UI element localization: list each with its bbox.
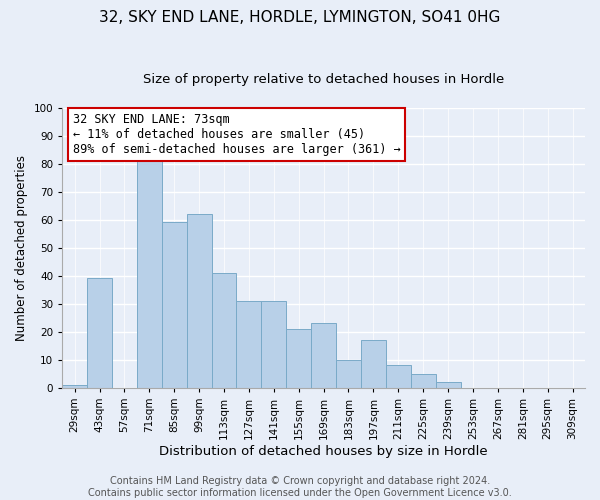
Bar bbox=[187, 214, 212, 388]
Bar bbox=[286, 329, 311, 388]
Bar bbox=[386, 366, 411, 388]
Bar bbox=[411, 374, 436, 388]
Bar bbox=[212, 273, 236, 388]
Bar bbox=[311, 324, 336, 388]
Text: Contains HM Land Registry data © Crown copyright and database right 2024.
Contai: Contains HM Land Registry data © Crown c… bbox=[88, 476, 512, 498]
Bar bbox=[336, 360, 361, 388]
Bar bbox=[262, 301, 286, 388]
X-axis label: Distribution of detached houses by size in Hordle: Distribution of detached houses by size … bbox=[159, 444, 488, 458]
Text: 32 SKY END LANE: 73sqm
← 11% of detached houses are smaller (45)
89% of semi-det: 32 SKY END LANE: 73sqm ← 11% of detached… bbox=[73, 113, 400, 156]
Bar bbox=[62, 385, 87, 388]
Text: 32, SKY END LANE, HORDLE, LYMINGTON, SO41 0HG: 32, SKY END LANE, HORDLE, LYMINGTON, SO4… bbox=[100, 10, 500, 25]
Bar bbox=[236, 301, 262, 388]
Bar bbox=[436, 382, 461, 388]
Title: Size of property relative to detached houses in Hordle: Size of property relative to detached ho… bbox=[143, 72, 504, 86]
Bar bbox=[361, 340, 386, 388]
Bar bbox=[162, 222, 187, 388]
Bar bbox=[137, 158, 162, 388]
Bar bbox=[87, 278, 112, 388]
Y-axis label: Number of detached properties: Number of detached properties bbox=[15, 154, 28, 340]
